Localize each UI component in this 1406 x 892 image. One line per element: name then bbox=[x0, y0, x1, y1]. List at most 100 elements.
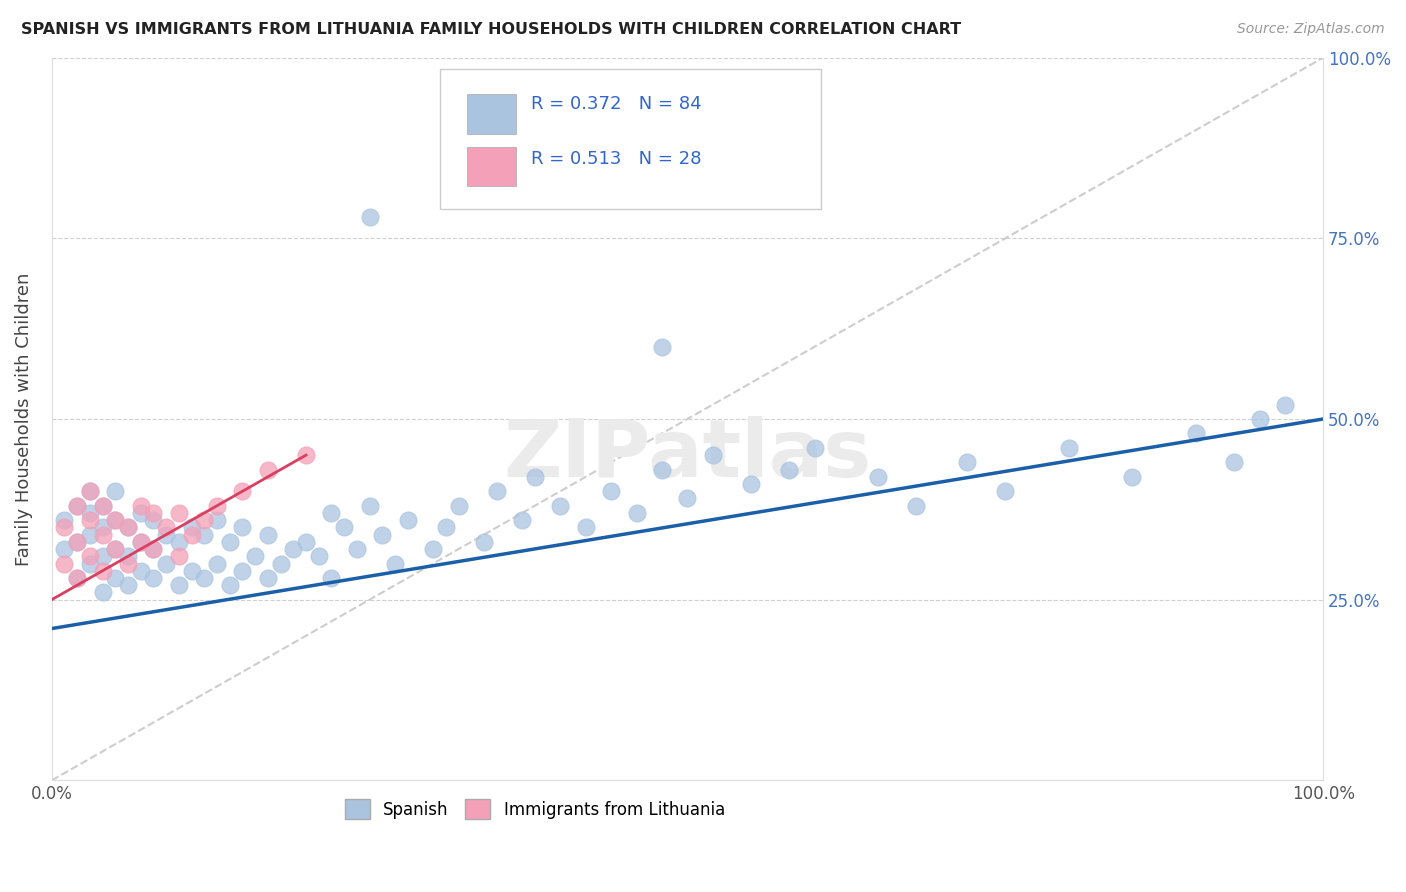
Point bbox=[575, 520, 598, 534]
FancyBboxPatch shape bbox=[467, 94, 516, 134]
Point bbox=[803, 441, 825, 455]
Point bbox=[1223, 455, 1246, 469]
Point bbox=[270, 557, 292, 571]
Point bbox=[651, 462, 673, 476]
Point bbox=[180, 527, 202, 541]
Point bbox=[129, 534, 152, 549]
Point bbox=[79, 527, 101, 541]
Point bbox=[155, 527, 177, 541]
Point bbox=[180, 520, 202, 534]
Point bbox=[193, 527, 215, 541]
Point bbox=[295, 534, 318, 549]
Point bbox=[79, 513, 101, 527]
Point bbox=[510, 513, 533, 527]
FancyBboxPatch shape bbox=[467, 146, 516, 186]
Point bbox=[167, 549, 190, 564]
Point bbox=[129, 506, 152, 520]
Point bbox=[142, 513, 165, 527]
Point bbox=[231, 520, 253, 534]
Point bbox=[91, 499, 114, 513]
Point bbox=[79, 484, 101, 499]
Point bbox=[167, 534, 190, 549]
Point bbox=[79, 549, 101, 564]
FancyBboxPatch shape bbox=[440, 69, 821, 210]
Point bbox=[651, 340, 673, 354]
Point bbox=[676, 491, 699, 506]
Point bbox=[142, 542, 165, 557]
Point bbox=[371, 527, 394, 541]
Point bbox=[79, 557, 101, 571]
Point bbox=[91, 564, 114, 578]
Point bbox=[333, 520, 356, 534]
Point bbox=[956, 455, 979, 469]
Point bbox=[295, 448, 318, 462]
Point bbox=[626, 506, 648, 520]
Point bbox=[129, 499, 152, 513]
Point bbox=[422, 542, 444, 557]
Point bbox=[66, 534, 89, 549]
Point bbox=[472, 534, 495, 549]
Point bbox=[91, 520, 114, 534]
Point bbox=[117, 520, 139, 534]
Point bbox=[193, 513, 215, 527]
Point bbox=[359, 210, 381, 224]
Point bbox=[117, 578, 139, 592]
Point bbox=[1274, 398, 1296, 412]
Point bbox=[243, 549, 266, 564]
Point bbox=[321, 571, 343, 585]
Point bbox=[257, 462, 280, 476]
Point bbox=[1057, 441, 1080, 455]
Point bbox=[434, 520, 457, 534]
Point bbox=[104, 513, 127, 527]
Point bbox=[180, 564, 202, 578]
Point bbox=[1121, 470, 1143, 484]
Point bbox=[346, 542, 368, 557]
Point bbox=[129, 534, 152, 549]
Point bbox=[321, 506, 343, 520]
Text: Source: ZipAtlas.com: Source: ZipAtlas.com bbox=[1237, 22, 1385, 37]
Point bbox=[702, 448, 724, 462]
Point bbox=[523, 470, 546, 484]
Point bbox=[257, 527, 280, 541]
Point bbox=[218, 578, 240, 592]
Point bbox=[91, 585, 114, 599]
Text: ZIPatlas: ZIPatlas bbox=[503, 417, 872, 494]
Point bbox=[142, 571, 165, 585]
Point bbox=[53, 557, 76, 571]
Legend: Spanish, Immigrants from Lithuania: Spanish, Immigrants from Lithuania bbox=[339, 792, 731, 826]
Point bbox=[104, 571, 127, 585]
Point bbox=[104, 542, 127, 557]
Point bbox=[905, 499, 928, 513]
Point bbox=[550, 499, 572, 513]
Point bbox=[167, 578, 190, 592]
Point bbox=[205, 513, 228, 527]
Point bbox=[384, 557, 406, 571]
Point bbox=[308, 549, 330, 564]
Text: SPANISH VS IMMIGRANTS FROM LITHUANIA FAMILY HOUSEHOLDS WITH CHILDREN CORRELATION: SPANISH VS IMMIGRANTS FROM LITHUANIA FAM… bbox=[21, 22, 962, 37]
Point bbox=[142, 506, 165, 520]
Point bbox=[283, 542, 305, 557]
Text: R = 0.513   N = 28: R = 0.513 N = 28 bbox=[531, 150, 702, 169]
Point bbox=[79, 484, 101, 499]
Point bbox=[104, 484, 127, 499]
Point bbox=[129, 564, 152, 578]
Point bbox=[117, 520, 139, 534]
Point bbox=[66, 534, 89, 549]
Point bbox=[740, 477, 762, 491]
Point bbox=[1185, 426, 1208, 441]
Point bbox=[778, 462, 800, 476]
Point bbox=[91, 527, 114, 541]
Point bbox=[994, 484, 1017, 499]
Point bbox=[231, 564, 253, 578]
Point bbox=[117, 549, 139, 564]
Point bbox=[205, 557, 228, 571]
Point bbox=[104, 542, 127, 557]
Point bbox=[257, 571, 280, 585]
Point bbox=[1249, 412, 1271, 426]
Text: R = 0.372   N = 84: R = 0.372 N = 84 bbox=[531, 95, 702, 113]
Point bbox=[53, 542, 76, 557]
Point bbox=[53, 513, 76, 527]
Point bbox=[66, 571, 89, 585]
Point bbox=[66, 571, 89, 585]
Point bbox=[155, 557, 177, 571]
